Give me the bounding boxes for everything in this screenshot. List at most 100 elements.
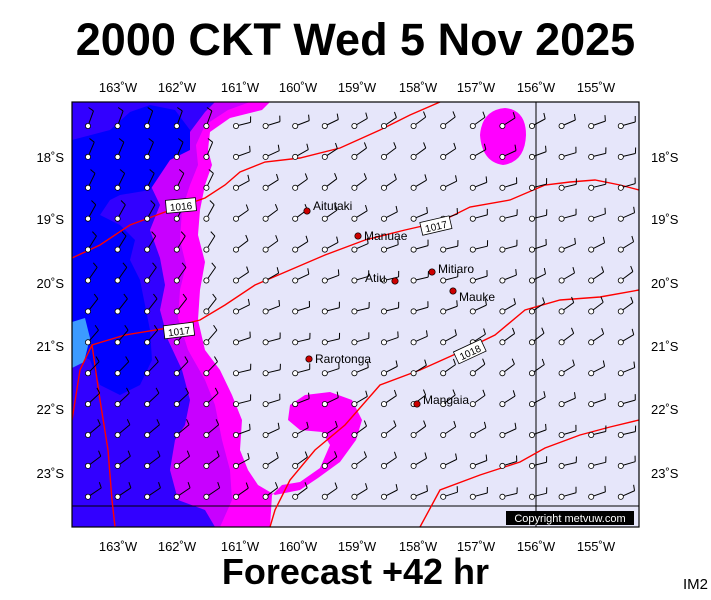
copyright-text: Copyright metvuw.com bbox=[514, 513, 625, 525]
wind-station-circle bbox=[321, 153, 328, 160]
wind-station-circle bbox=[588, 277, 595, 284]
wind-station-circle bbox=[144, 184, 151, 191]
wind-station-circle bbox=[380, 153, 387, 160]
wind-station-circle bbox=[529, 308, 536, 315]
wind-station-circle bbox=[558, 401, 565, 408]
wind-barb-feather bbox=[393, 420, 397, 427]
wind-station-circle bbox=[232, 215, 239, 222]
wind-station-circle bbox=[588, 153, 595, 160]
wind-barb-feather bbox=[512, 390, 516, 397]
wind-station-circle bbox=[321, 462, 328, 469]
lon-label-bottom: 162˚W bbox=[158, 539, 197, 554]
wind-barb-feather bbox=[92, 262, 98, 268]
wind-barb-feather bbox=[456, 300, 458, 307]
wind-station-circle bbox=[232, 370, 239, 377]
wind-station-circle bbox=[232, 308, 239, 315]
wind-station-circle bbox=[262, 153, 269, 160]
wind-barb-feather bbox=[511, 358, 515, 365]
wind-station-circle bbox=[617, 215, 624, 222]
islands: Aitutaki Manuae Atiu Mitiaro Mauke Rarot… bbox=[303, 199, 495, 408]
wind-barb-feather bbox=[454, 329, 457, 336]
wind-station-circle bbox=[410, 308, 417, 315]
wind-station-circle bbox=[380, 462, 387, 469]
wind-station-circle bbox=[203, 215, 210, 222]
wind-barb-feather bbox=[426, 206, 428, 214]
wind-barb-feather bbox=[452, 358, 456, 365]
island-label-atiu: Atiu bbox=[365, 271, 386, 285]
wind-barb-feather bbox=[93, 293, 99, 300]
wind-station-circle bbox=[232, 339, 239, 346]
wind-barb-feather bbox=[426, 485, 428, 492]
island-label-mangaia: Mangaia bbox=[423, 393, 469, 407]
wind-barb-feather bbox=[630, 296, 634, 303]
wind-station-circle bbox=[173, 184, 180, 191]
wind-station-circle bbox=[529, 153, 536, 160]
wind-barb-feather bbox=[631, 235, 635, 242]
wind-barb-feather bbox=[482, 358, 486, 365]
wind-barb-feather bbox=[213, 324, 218, 331]
wind-barb-feather bbox=[153, 293, 158, 300]
wind-station-circle bbox=[173, 431, 180, 438]
wind-station-circle bbox=[351, 277, 358, 284]
wind-station-circle bbox=[351, 493, 358, 500]
wind-barb-feather bbox=[393, 389, 397, 396]
wind-barb-feather bbox=[88, 107, 94, 112]
wind-station-circle bbox=[558, 493, 565, 500]
wind-barb-feather bbox=[571, 327, 575, 334]
wind-barb-feather bbox=[602, 236, 606, 243]
wind-barb-feather bbox=[152, 262, 157, 268]
wind-barb-feather bbox=[336, 236, 339, 243]
wind-barb-feather bbox=[154, 356, 159, 362]
wind-station-circle bbox=[321, 184, 328, 191]
wind-barb-feather bbox=[245, 482, 249, 489]
wind-station-circle bbox=[499, 401, 506, 408]
wind-barb-feather bbox=[395, 205, 398, 212]
wind-station-circle bbox=[262, 215, 269, 222]
wind-station-circle bbox=[380, 123, 387, 130]
axis-left: 18˚S 19˚S 20˚S 21˚S 22˚S 23˚S bbox=[37, 150, 65, 481]
wind-station-circle bbox=[440, 431, 447, 438]
wind-station-circle bbox=[173, 123, 180, 130]
wind-station-circle bbox=[351, 153, 358, 160]
wind-barb-feather bbox=[95, 356, 100, 362]
wind-station-circle bbox=[144, 431, 151, 438]
lon-label-bottom: 163˚W bbox=[99, 539, 138, 554]
wind-station-circle bbox=[85, 215, 92, 222]
wind-barb-feather bbox=[543, 112, 546, 119]
wind-barb-feather bbox=[215, 419, 220, 425]
wind-station-circle bbox=[292, 401, 299, 408]
wind-station-circle bbox=[440, 493, 447, 500]
lat-label-left: 20˚S bbox=[37, 276, 65, 291]
wind-barb-feather bbox=[274, 203, 279, 210]
wind-station-circle bbox=[292, 123, 299, 130]
wind-barb-feather bbox=[395, 360, 398, 367]
wind-barb-feather bbox=[363, 173, 367, 180]
wind-barb-feather bbox=[127, 450, 131, 457]
wind-station-circle bbox=[499, 370, 506, 377]
wind-barb-feather bbox=[304, 173, 308, 180]
wind-station-circle bbox=[499, 246, 506, 253]
wind-station-circle bbox=[114, 215, 121, 222]
isobar-1017 bbox=[72, 179, 639, 421]
wind-barb-feather bbox=[277, 422, 280, 429]
wind-station-circle bbox=[351, 401, 358, 408]
wind-barb-feather bbox=[187, 482, 191, 489]
wind-barb-feather bbox=[128, 482, 132, 489]
wind-barb-feather bbox=[148, 138, 154, 143]
wind-station-circle bbox=[232, 431, 239, 438]
wind-station-circle bbox=[469, 246, 476, 253]
wind-station-circle bbox=[588, 431, 595, 438]
wind-barb-feather bbox=[98, 450, 102, 457]
wind-barb-feather bbox=[177, 107, 183, 112]
wind-station-circle bbox=[114, 493, 121, 500]
wind-station-circle bbox=[499, 153, 506, 160]
lon-label-top: 158˚W bbox=[399, 80, 438, 95]
wind-barb-feather bbox=[633, 206, 636, 213]
wind-station-circle bbox=[410, 493, 417, 500]
wind-barb-feather bbox=[117, 107, 124, 112]
wind-barb-feather bbox=[212, 293, 217, 300]
wind-barb-feather bbox=[207, 138, 213, 143]
wind-station-circle bbox=[499, 462, 506, 469]
isobar-1016 bbox=[72, 102, 441, 259]
wind-barb-feather bbox=[276, 173, 279, 180]
